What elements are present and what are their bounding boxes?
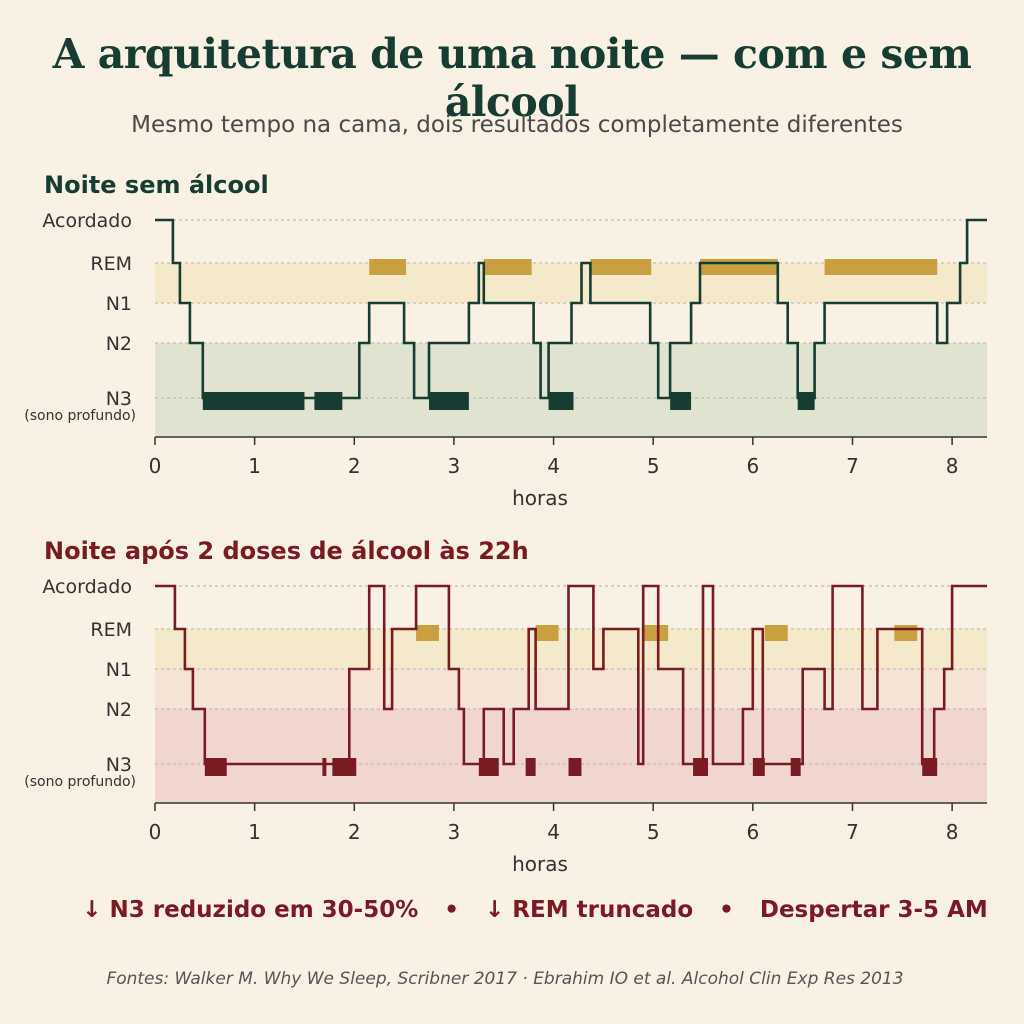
- x-axis-label: horas: [512, 852, 568, 876]
- n3-segment: [429, 392, 469, 410]
- page-subtitle: Mesmo tempo na cama, dois resultados com…: [131, 112, 903, 138]
- rem-segment: [369, 259, 407, 275]
- n3-segment: [548, 392, 574, 410]
- chart-title-sober: Noite sem álcool: [44, 171, 269, 199]
- band-n1: [155, 669, 987, 709]
- n3-segment: [314, 392, 343, 410]
- rem-segment: [535, 625, 559, 641]
- hypnogram-alcohol: Acordado REM N1 N2 N3(sono profundo) 0 1 2 3 4 5 6 7…: [24, 576, 987, 876]
- n3-segment: [204, 758, 227, 776]
- band-deep-sleep: [155, 709, 987, 803]
- x-tick-label: 3: [448, 454, 461, 478]
- x-tick-label: 0: [149, 454, 162, 478]
- x-tick-label: 8: [946, 820, 959, 844]
- n3-segment: [478, 758, 499, 776]
- n3-segment: [797, 392, 815, 410]
- n3-segment: [568, 758, 582, 776]
- stage-sublabel: (sono profundo): [24, 408, 136, 424]
- summary-line: ↓ N3 reduzido em 30-50% • ↓ REM truncado…: [0, 897, 1024, 923]
- chart-title-alcohol: Noite após 2 doses de álcool às 22h: [44, 537, 529, 565]
- rem-segment: [764, 625, 788, 641]
- rem-segment: [700, 259, 778, 275]
- x-tick-label: 4: [547, 820, 560, 844]
- rem-segment: [643, 625, 669, 641]
- x-tick-label: 5: [647, 454, 660, 478]
- x-axis-label: horas: [512, 486, 568, 510]
- x-tick-label: 1: [248, 820, 261, 844]
- summary-separator: •: [444, 897, 459, 923]
- x-tick-label: 4: [547, 454, 560, 478]
- sleep-stage-line: [155, 584, 987, 766]
- n3-segment: [693, 758, 709, 776]
- summary-early-waking: Despertar 3-5 AM: [759, 897, 988, 923]
- stage-label-n2: N2: [106, 333, 132, 355]
- x-tick-label: 2: [348, 820, 361, 844]
- n3-segment: [790, 758, 801, 776]
- summary-n3-reduced: ↓ N3 reduzido em 30-50%: [82, 897, 419, 923]
- stage-label-acordado: Acordado: [42, 576, 132, 598]
- stage-label-rem: REM: [90, 619, 132, 641]
- x-tick-label: 5: [647, 820, 660, 844]
- x-tick-label: 7: [846, 454, 859, 478]
- stage-label-n1: N1: [106, 293, 132, 315]
- rem-segment: [824, 259, 938, 275]
- stage-label-n1: N1: [106, 659, 132, 681]
- x-tick-label: 3: [448, 820, 461, 844]
- summary-rem-truncated: ↓ REM truncado: [485, 897, 694, 923]
- sources-footnote: Fontes: Walker M. Why We Sleep, Scribner…: [106, 969, 904, 989]
- sleep-stage-line: [155, 218, 987, 400]
- stage-sublabel: (sono profundo): [24, 774, 136, 790]
- stage-label-n3: N3: [106, 388, 132, 410]
- n3-segment: [322, 758, 327, 776]
- x-tick-label: 0: [149, 820, 162, 844]
- summary-separator: •: [719, 897, 734, 923]
- x-tick-label: 7: [846, 820, 859, 844]
- band-rem: [155, 629, 987, 669]
- n3-segment: [202, 392, 305, 410]
- n3-segment: [752, 758, 765, 776]
- stage-label-n3: N3: [106, 754, 132, 776]
- rem-segment: [894, 625, 918, 641]
- stage-label-n2: N2: [106, 699, 132, 721]
- x-tick-label: 1: [248, 454, 261, 478]
- rem-segment: [483, 259, 532, 275]
- page-title: A arquitetura de uma noite — com e sem á…: [52, 30, 972, 126]
- n3-segment: [332, 758, 357, 776]
- rem-segment: [590, 259, 652, 275]
- x-tick-label: 6: [746, 454, 759, 478]
- x-tick-label: 8: [946, 454, 959, 478]
- n3-segment: [670, 392, 692, 410]
- rem-segment: [416, 625, 439, 641]
- x-tick-label: 6: [746, 820, 759, 844]
- band-deep-sleep: [155, 343, 987, 437]
- x-tick-label: 2: [348, 454, 361, 478]
- hypnogram-sober: Acordado REM N1 N2 N3(sono profundo) 0 1 2 3 4 5 6 7…: [24, 210, 987, 510]
- stage-label-acordado: Acordado: [42, 210, 132, 232]
- n3-segment: [525, 758, 536, 776]
- stage-label-rem: REM: [90, 253, 132, 275]
